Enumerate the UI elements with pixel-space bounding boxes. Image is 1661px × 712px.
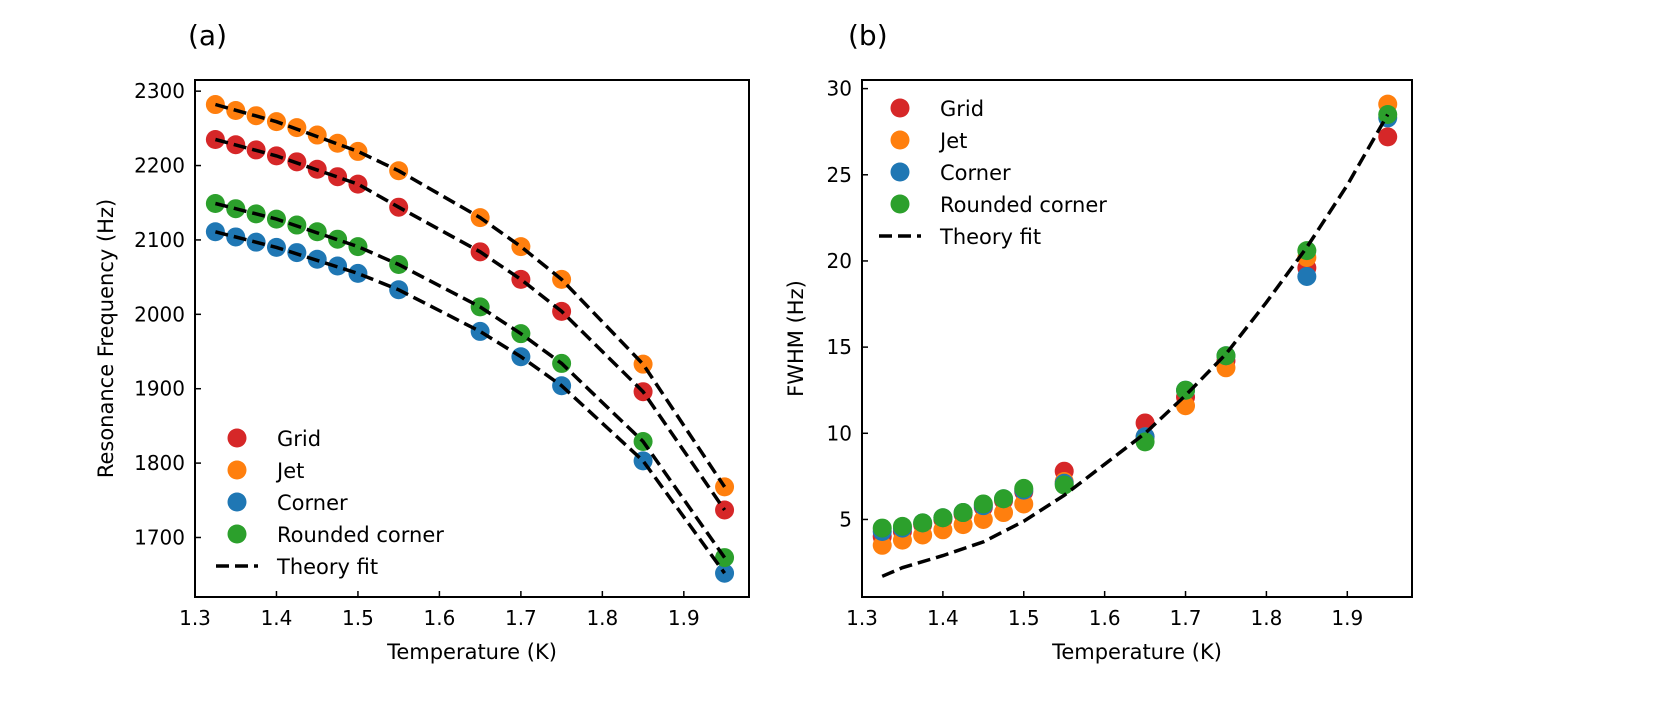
x-tick-label: 1.4 — [261, 606, 293, 630]
axes-frame — [861, 79, 1413, 598]
data-point-corner — [348, 263, 368, 283]
panel-label: (b) — [848, 19, 888, 52]
data-point-corner — [470, 321, 490, 341]
x-tick-label: 1.7 — [1170, 606, 1202, 630]
x-tick-label: 1.8 — [586, 606, 618, 630]
x-tick-label: 1.3 — [179, 606, 211, 630]
data-point-rounded-corner — [913, 513, 933, 533]
data-point-jet — [328, 133, 348, 153]
y-tick-label: 25 — [827, 163, 852, 187]
y-tick-label: 2300 — [134, 79, 185, 103]
data-point-grid — [205, 130, 225, 150]
data-point-jet — [1014, 494, 1034, 514]
legend-label: Theory fit — [939, 225, 1041, 249]
legend-marker-grid — [227, 428, 247, 448]
legend-label: Rounded corner — [277, 523, 444, 547]
legend-label: Corner — [277, 491, 348, 515]
data-point-rounded-corner — [205, 193, 225, 213]
theory-fit-line — [214, 102, 727, 488]
x-tick-label: 1.6 — [424, 606, 456, 630]
data-point-jet — [348, 141, 368, 161]
legend-label: Grid — [277, 427, 321, 451]
data-point-rounded-corner — [1378, 104, 1398, 124]
data-point-rounded-corner — [953, 503, 973, 523]
data-point-rounded-corner — [348, 237, 368, 257]
y-tick-label: 5 — [839, 507, 852, 531]
y-tick-label: 20 — [827, 249, 852, 273]
legend: Grid Jet Corner Rounded corner Theory fit — [216, 427, 444, 579]
plot-area — [205, 95, 735, 583]
y-axis-label: Resonance Frequency (Hz) — [94, 199, 118, 478]
x-axis-label: Temperature (K) — [386, 640, 557, 664]
data-point-grid — [348, 174, 368, 194]
data-point-rounded-corner — [994, 489, 1014, 509]
data-point-jet — [872, 535, 892, 555]
series-grid — [872, 127, 1398, 547]
y-tick-label: 1900 — [134, 377, 185, 401]
axes-frame — [194, 79, 750, 598]
x-tick-label: 1.7 — [505, 606, 537, 630]
data-point-rounded-corner — [1054, 475, 1074, 495]
x-axis-label: Temperature (K) — [1051, 640, 1222, 664]
data-point-rounded-corner — [892, 516, 912, 536]
legend-label: Rounded corner — [940, 193, 1107, 217]
legend-marker-corner — [890, 162, 910, 182]
data-point-corner — [1297, 266, 1317, 286]
x-tick-label: 1.6 — [1089, 606, 1121, 630]
y-tick-label: 15 — [827, 335, 852, 359]
data-point-corner — [205, 222, 225, 242]
y-tick-label: 2200 — [134, 154, 185, 178]
legend-label: Jet — [275, 459, 304, 483]
y-tick-label: 1800 — [134, 451, 185, 475]
data-point-grid — [328, 167, 348, 187]
x-tick-label: 1.8 — [1251, 606, 1283, 630]
x-tick-label: 1.5 — [342, 606, 374, 630]
chart-panel-b: (b) 1.3 1.4 1.5 1.6 1.7 1.8 1.9 5 10 15 20 25 30 Tempe… — [784, 19, 1413, 664]
legend-marker-corner — [227, 492, 247, 512]
x-tick-label: 1.5 — [1008, 606, 1040, 630]
y-tick-label: 30 — [827, 77, 852, 101]
x-tick-label: 1.9 — [1331, 606, 1363, 630]
theory-fit-line — [214, 137, 727, 511]
y-tick-label: 10 — [827, 421, 852, 445]
legend: Grid Jet Corner Rounded corner Theory fit — [879, 97, 1107, 249]
legend-label: Jet — [938, 129, 967, 153]
x-tick-label: 1.3 — [846, 606, 878, 630]
chart-panel-a: (a) 1.3 1.4 1.5 1.6 1.7 1.8 1.9 1700 1800 1900 2000… — [94, 19, 750, 664]
data-point-jet — [994, 503, 1014, 523]
data-point-jet — [973, 509, 993, 529]
legend-marker-rounded-corner — [227, 524, 247, 544]
theory-fit-line — [881, 113, 1390, 578]
data-point-grid — [1378, 127, 1398, 147]
legend-label: Theory fit — [276, 555, 378, 579]
data-point-rounded-corner — [1135, 432, 1155, 452]
plot-area — [872, 94, 1398, 578]
theory-fit-line — [214, 201, 727, 559]
legend-marker-jet — [227, 460, 247, 480]
theory-fit-line — [214, 230, 727, 575]
data-point-rounded-corner — [872, 518, 892, 538]
legend-label: Grid — [940, 97, 984, 121]
legend-marker-jet — [890, 130, 910, 150]
data-point-rounded-corner — [933, 508, 953, 528]
panel-label: (a) — [188, 19, 227, 52]
x-tick-label: 1.9 — [668, 606, 700, 630]
y-tick-label: 2000 — [134, 302, 185, 326]
x-tick-label: 1.4 — [927, 606, 959, 630]
y-tick-label: 2100 — [134, 228, 185, 252]
data-point-rounded-corner — [973, 494, 993, 514]
data-point-rounded-corner — [328, 229, 348, 249]
data-point-rounded-corner — [1176, 380, 1196, 400]
legend-marker-grid — [890, 98, 910, 118]
data-point-rounded-corner — [1014, 478, 1034, 498]
data-point-jet — [205, 95, 225, 115]
legend-label: Corner — [940, 161, 1011, 185]
y-axis-label: FWHM (Hz) — [784, 280, 808, 397]
legend-marker-rounded-corner — [890, 194, 910, 214]
y-tick-label: 1700 — [134, 525, 185, 549]
